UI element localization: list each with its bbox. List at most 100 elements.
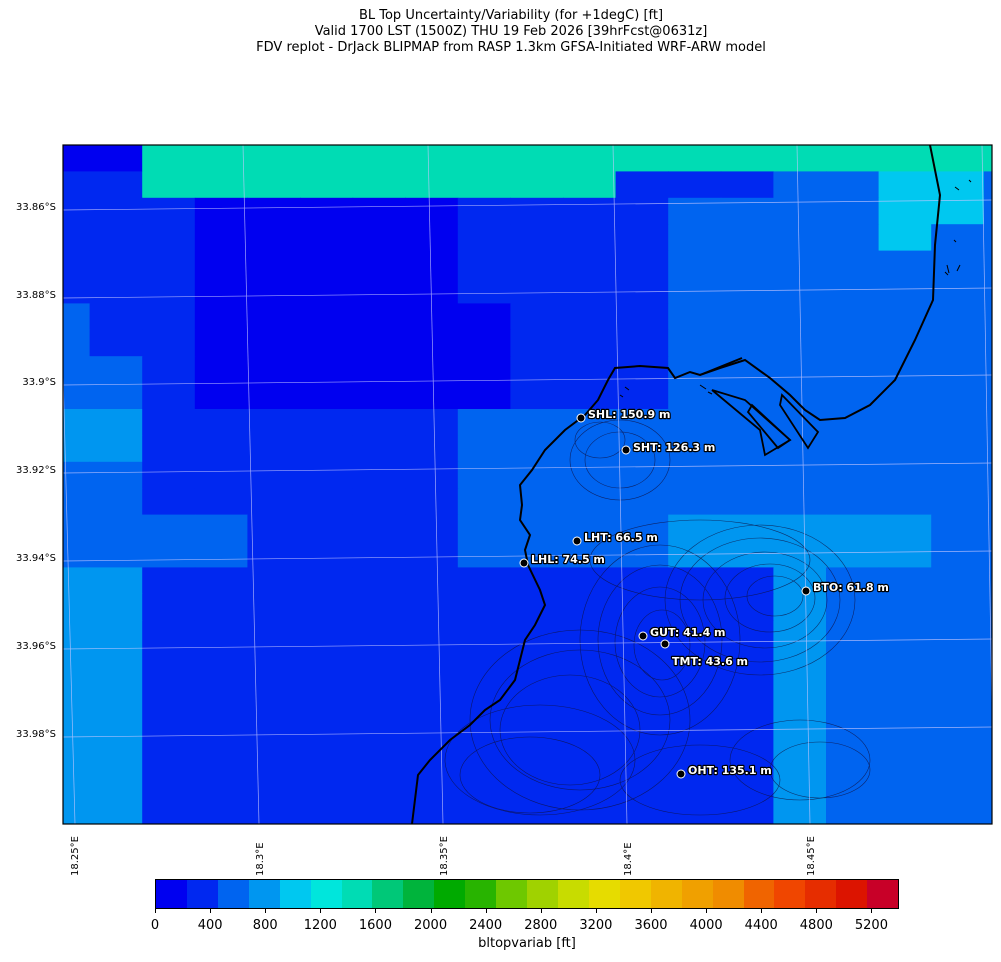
field-cell (194, 593, 248, 621)
field-cell (931, 356, 985, 384)
field-cell (668, 171, 722, 199)
colorbar-tick-label: 2800 (524, 918, 558, 933)
field-cell (826, 356, 880, 384)
field-cell (300, 461, 354, 489)
map-panel: SHL: 150.9 m SHT: 126.3 m LHT: 66.5 m LH… (62, 144, 993, 825)
field-cell (983, 409, 992, 436)
field-cell (352, 277, 406, 304)
field-cell (983, 488, 992, 516)
colorbar-swatch (712, 880, 744, 908)
field-cell (142, 620, 196, 648)
station-sht-label: SHT: 126.3 m (633, 441, 715, 454)
station-shl-marker (576, 413, 586, 423)
field-cell (983, 329, 992, 357)
station-tmt-marker (660, 639, 670, 649)
field-cell (773, 435, 827, 463)
field-cell (510, 541, 564, 568)
field-cell (510, 620, 564, 648)
field-cell (300, 171, 354, 199)
field-cell (878, 197, 932, 225)
colorbar-swatch (156, 880, 187, 908)
field-cell (89, 646, 143, 674)
field-cell (720, 488, 774, 516)
field-cell (63, 435, 91, 463)
colorbar-swatch (805, 880, 837, 908)
field-cell (194, 409, 248, 436)
field-cell (457, 250, 511, 278)
colorbar-tick-label: 400 (197, 918, 223, 933)
field-cell (615, 514, 669, 542)
colorbar-tick-label: 3600 (634, 918, 668, 933)
field-cell (615, 461, 669, 489)
field-cell (826, 250, 880, 278)
field-cell (142, 382, 196, 410)
field-cell (247, 356, 301, 384)
field-cell (826, 197, 880, 225)
field-cell (142, 567, 196, 595)
field-cell (63, 646, 91, 674)
lat-label-33-86: 33.86°S (16, 202, 56, 213)
field-cell (773, 329, 827, 357)
field-cell (931, 145, 985, 172)
field-cell (931, 409, 985, 436)
field-cell (142, 461, 196, 489)
field-cell (826, 620, 880, 648)
colorbar-swatch (372, 880, 404, 908)
field-cell (194, 646, 248, 674)
colorbar (155, 879, 899, 909)
field-cell (457, 567, 511, 595)
colorbar-tick-label: 0 (150, 918, 160, 933)
field-cell (142, 224, 196, 252)
field-cell (247, 673, 301, 824)
field-cell (457, 303, 511, 331)
field-cell (89, 171, 143, 199)
field-cell (194, 488, 248, 516)
field-cell (826, 382, 880, 410)
field-cell (773, 250, 827, 278)
field-cell (878, 567, 932, 595)
colorbar-swatch (681, 880, 713, 908)
field-cell (826, 461, 880, 489)
field-cell (720, 461, 774, 489)
field-cell (878, 435, 932, 463)
coastal-islets (619, 179, 972, 398)
field-cell (826, 435, 880, 463)
field-cell (983, 620, 992, 648)
field-cell (773, 145, 827, 172)
colorbar-swatch (341, 880, 373, 908)
field-cell (668, 197, 722, 225)
field-cell (983, 435, 992, 463)
field-cell (142, 171, 196, 199)
field-cell (510, 673, 564, 824)
field-cell (352, 197, 406, 225)
field-cell (405, 514, 459, 542)
field-cell (89, 461, 143, 489)
lon-label-18-35: 18.35°E (439, 836, 450, 876)
field-cell (300, 382, 354, 410)
field-cell (194, 303, 248, 331)
field-cell (247, 593, 301, 621)
field-cell (878, 329, 932, 357)
field-cell (878, 145, 932, 172)
field-cell (352, 646, 406, 674)
field-cell (878, 303, 932, 331)
field-cell (563, 673, 617, 824)
field-cell (300, 593, 354, 621)
field-cell (668, 277, 722, 304)
field-cell (247, 646, 301, 674)
field-cell (63, 488, 91, 516)
colorbar-swatch (496, 880, 528, 908)
field-cell (510, 382, 564, 410)
lat-label-33-98: 33.98°S (16, 729, 56, 740)
field-cell (983, 356, 992, 384)
colorbar-swatch (465, 880, 497, 908)
field-cell (983, 277, 992, 304)
field-cell (300, 620, 354, 648)
field-cell (773, 673, 827, 824)
lon-label-18-45: 18.45°E (806, 836, 817, 876)
station-oht-marker (676, 769, 686, 779)
field-cell (352, 514, 406, 542)
field-cell (89, 329, 143, 357)
field-cell (983, 673, 992, 824)
field-cell (983, 646, 992, 674)
